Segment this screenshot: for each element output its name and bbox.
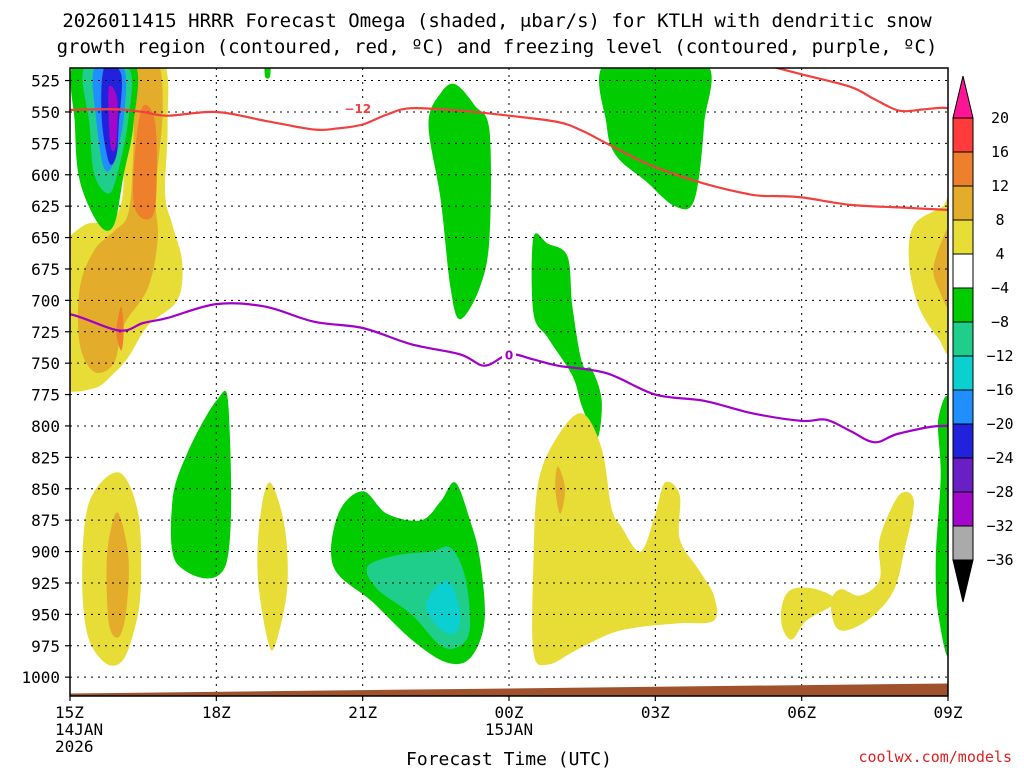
omega-region-2 — [133, 104, 157, 220]
colorbar-label-0: 20 — [991, 109, 1009, 127]
omega-shading-layer — [70, 68, 948, 666]
x-tick-label-1-0: 18Z — [202, 703, 231, 722]
colorbar-label-12: −32 — [986, 517, 1013, 535]
omega-region-8 — [108, 85, 118, 152]
chart-title-line-2: growth region (contoured, red, ºC) and f… — [57, 36, 938, 58]
colorbar-bin-10 — [952, 423, 974, 459]
contour-line-2 — [70, 302, 948, 444]
y-tick-label-825: 825 — [31, 448, 60, 467]
chart-title-line-1: 2026011415 HRRR Forecast Omega (shaded, … — [62, 10, 932, 32]
colorbar: 20 16 12 8 4 −4 −8 −12 −16 −20 −24 −28 −32 −36 — [952, 75, 1014, 603]
y-tick-label-650: 650 — [31, 229, 60, 248]
colorbar-bin-4 — [952, 219, 974, 255]
colorbar-label-11: −28 — [986, 483, 1013, 501]
y-axis: 525 550 575 600 625 650 675 700 725 750 775 800 825 8… — [21, 72, 70, 687]
x-tick-label-3-0: 00Z — [495, 703, 524, 722]
omega-region-21 — [532, 413, 718, 666]
x-tick-label-4-0: 03Z — [641, 703, 670, 722]
colorbar-label-10: −24 — [986, 449, 1013, 467]
colorbar-label-7: −12 — [986, 347, 1013, 365]
x-tick-label-0-0: 15Z — [55, 703, 84, 722]
colorbar-label-1: 16 — [991, 143, 1009, 161]
colorbar-bin-1 — [952, 117, 974, 153]
x-tick-label-0-2: 2026 — [55, 737, 94, 756]
colorbar-arrow-top — [952, 75, 974, 119]
colorbar-label-2: 12 — [991, 177, 1009, 195]
omega-region-16 — [426, 580, 461, 635]
omega-region-26 — [933, 228, 948, 309]
colorbar-label-9: −20 — [986, 415, 1013, 433]
y-tick-label-750: 750 — [31, 354, 60, 373]
colorbar-bin-7 — [952, 321, 974, 357]
contour-line-0 — [70, 106, 948, 212]
y-tick-label-1000: 1000 — [21, 668, 60, 687]
contour-label-0: −12 — [344, 102, 371, 116]
x-tick-label-3-1: 15JAN — [485, 720, 533, 739]
y-tick-label-550: 550 — [31, 103, 60, 122]
credit-text: coolwx.com/models — [858, 748, 1012, 766]
terrain-strip — [70, 683, 948, 696]
colorbar-arrow-bottom — [952, 559, 974, 603]
terrain-layer — [70, 683, 948, 696]
omega-region-12 — [531, 233, 602, 439]
omega-region-24 — [780, 587, 836, 640]
y-tick-label-575: 575 — [31, 134, 60, 153]
y-tick-label-525: 525 — [31, 72, 60, 91]
omega-region-23 — [830, 491, 914, 631]
y-tick-label-800: 800 — [31, 417, 60, 436]
colorbar-label-5: −4 — [991, 279, 1009, 297]
y-tick-label-725: 725 — [31, 323, 60, 342]
contour-layer: −12 0 — [70, 68, 948, 444]
colorbar-bin-6 — [952, 287, 974, 323]
x-tick-label-0-1: 14JAN — [55, 720, 103, 739]
y-tick-label-850: 850 — [31, 480, 60, 499]
colorbar-bin-2 — [952, 151, 974, 187]
y-tick-label-775: 775 — [31, 386, 60, 405]
colorbar-label-6: −8 — [991, 313, 1009, 331]
y-tick-label-975: 975 — [31, 637, 60, 656]
omega-region-22 — [555, 466, 566, 514]
contour-label-bg-2 — [502, 346, 516, 362]
colorbar-label-3: 8 — [995, 211, 1004, 229]
y-tick-label-950: 950 — [31, 605, 60, 624]
omega-region-25 — [908, 194, 948, 355]
colorbar-bin-5 — [952, 253, 974, 289]
contour-label-2: 0 — [505, 348, 513, 362]
x-tick-label-2-0: 21Z — [348, 703, 377, 722]
colorbar-label-8: −16 — [986, 381, 1013, 399]
omega-region-19 — [106, 512, 129, 638]
y-tick-label-700: 700 — [31, 291, 60, 310]
colorbar-label-4: 4 — [995, 245, 1004, 263]
colorbar-bin-8 — [952, 355, 974, 391]
x-tick-label-6-0: 09Z — [934, 703, 963, 722]
x-tick-label-5-0: 06Z — [787, 703, 816, 722]
y-tick-label-875: 875 — [31, 511, 60, 530]
omega-region-9 — [264, 68, 271, 79]
x-axis-label: Forecast Time (UTC) — [406, 749, 612, 768]
y-tick-label-600: 600 — [31, 166, 60, 185]
omega-region-17 — [935, 396, 948, 657]
colorbar-bin-12 — [952, 491, 974, 527]
omega-region-20 — [257, 482, 288, 651]
y-tick-label-625: 625 — [31, 197, 60, 216]
colorbar-bin-11 — [952, 457, 974, 493]
contour-label-bg-0 — [342, 100, 373, 116]
colorbar-bin-3 — [952, 185, 974, 221]
y-tick-label-900: 900 — [31, 543, 60, 562]
colorbar-bin-13 — [952, 525, 974, 561]
omega-region-13 — [170, 390, 232, 579]
colorbar-bin-9 — [952, 389, 974, 425]
omega-region-3 — [116, 306, 124, 351]
y-tick-label-925: 925 — [31, 574, 60, 593]
y-tick-label-675: 675 — [31, 260, 60, 279]
colorbar-label-13: −36 — [986, 551, 1013, 569]
contour-line-1 — [772, 68, 948, 113]
omega-region-10 — [428, 83, 492, 320]
